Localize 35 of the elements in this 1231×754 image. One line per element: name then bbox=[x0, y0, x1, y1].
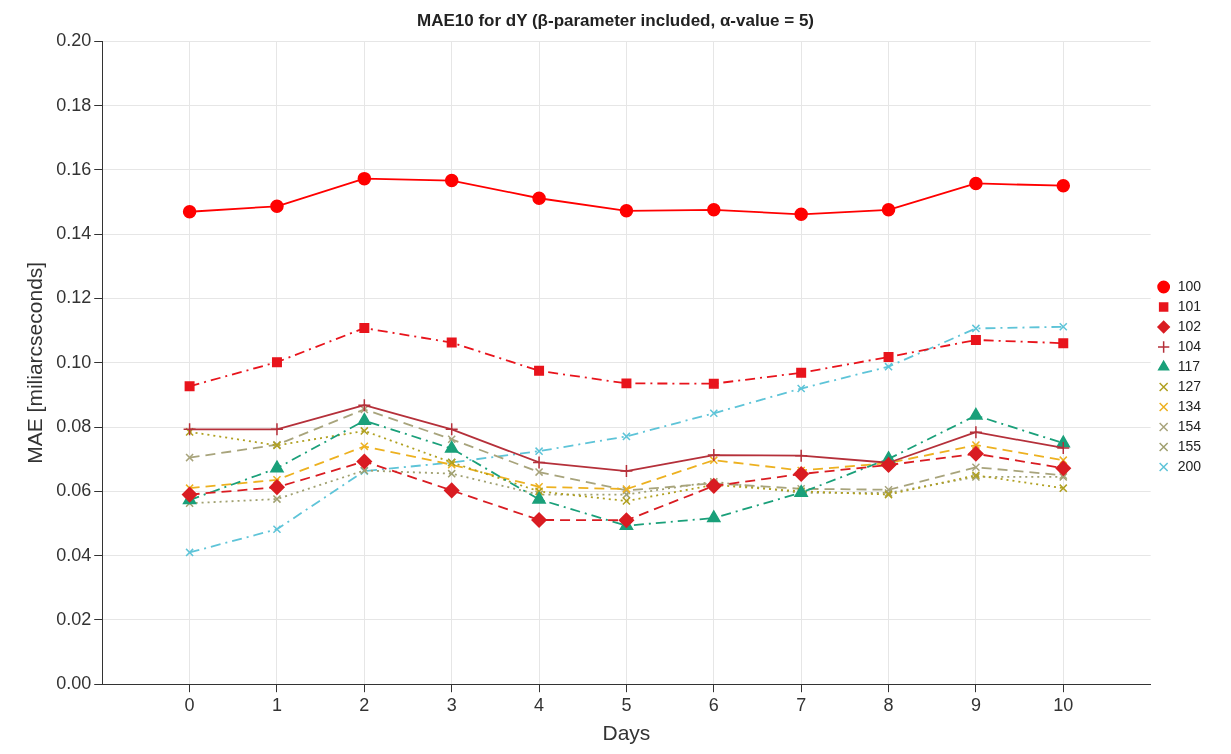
x-tick-label: 0 bbox=[184, 694, 195, 715]
x-tick-label: 6 bbox=[708, 694, 719, 715]
y-tick-label: 0.02 bbox=[56, 608, 92, 629]
legend-label: 100 bbox=[1177, 277, 1202, 294]
legend-label: 101 bbox=[1177, 297, 1202, 314]
x-tick-label: 7 bbox=[796, 694, 807, 715]
x-tick-label: 9 bbox=[970, 694, 981, 715]
x-tick-label: 2 bbox=[359, 694, 370, 715]
y-tick-label: 0.06 bbox=[56, 480, 92, 501]
legend-label: 127 bbox=[1177, 377, 1202, 394]
x-tick-label: 5 bbox=[621, 694, 632, 715]
y-tick-label: 0.14 bbox=[56, 223, 92, 244]
y-tick-label: 0.00 bbox=[56, 673, 92, 694]
x-tick-label: 3 bbox=[446, 694, 457, 715]
y-tick-label: 0.12 bbox=[56, 287, 92, 308]
y-tick-label: 0.10 bbox=[56, 351, 92, 372]
y-axis-title: MAE [miliarcseconds] bbox=[23, 261, 47, 464]
x-tick-label: 10 bbox=[1053, 694, 1074, 715]
legend-label: 200 bbox=[1177, 457, 1202, 474]
legend-label: 104 bbox=[1177, 337, 1202, 354]
y-tick-label: 0.16 bbox=[56, 158, 92, 179]
legend-label: 154 bbox=[1177, 417, 1202, 434]
x-tick-label: 8 bbox=[883, 694, 894, 715]
x-axis-title: Days bbox=[602, 721, 651, 745]
x-tick-label: 4 bbox=[534, 694, 545, 715]
y-tick-label: 0.20 bbox=[56, 30, 92, 51]
y-tick-label: 0.08 bbox=[56, 416, 92, 437]
chart-title: MAE10 for dY (β-parameter included, α-value = 5) bbox=[417, 10, 814, 30]
y-tick-label: 0.04 bbox=[56, 544, 92, 565]
legend-label: 155 bbox=[1177, 437, 1202, 454]
legend-label: 134 bbox=[1177, 397, 1202, 414]
y-tick-label: 0.18 bbox=[56, 94, 92, 115]
x-tick-label: 1 bbox=[271, 694, 282, 715]
legend-label: 102 bbox=[1177, 317, 1202, 334]
legend-label: 117 bbox=[1177, 357, 1201, 374]
